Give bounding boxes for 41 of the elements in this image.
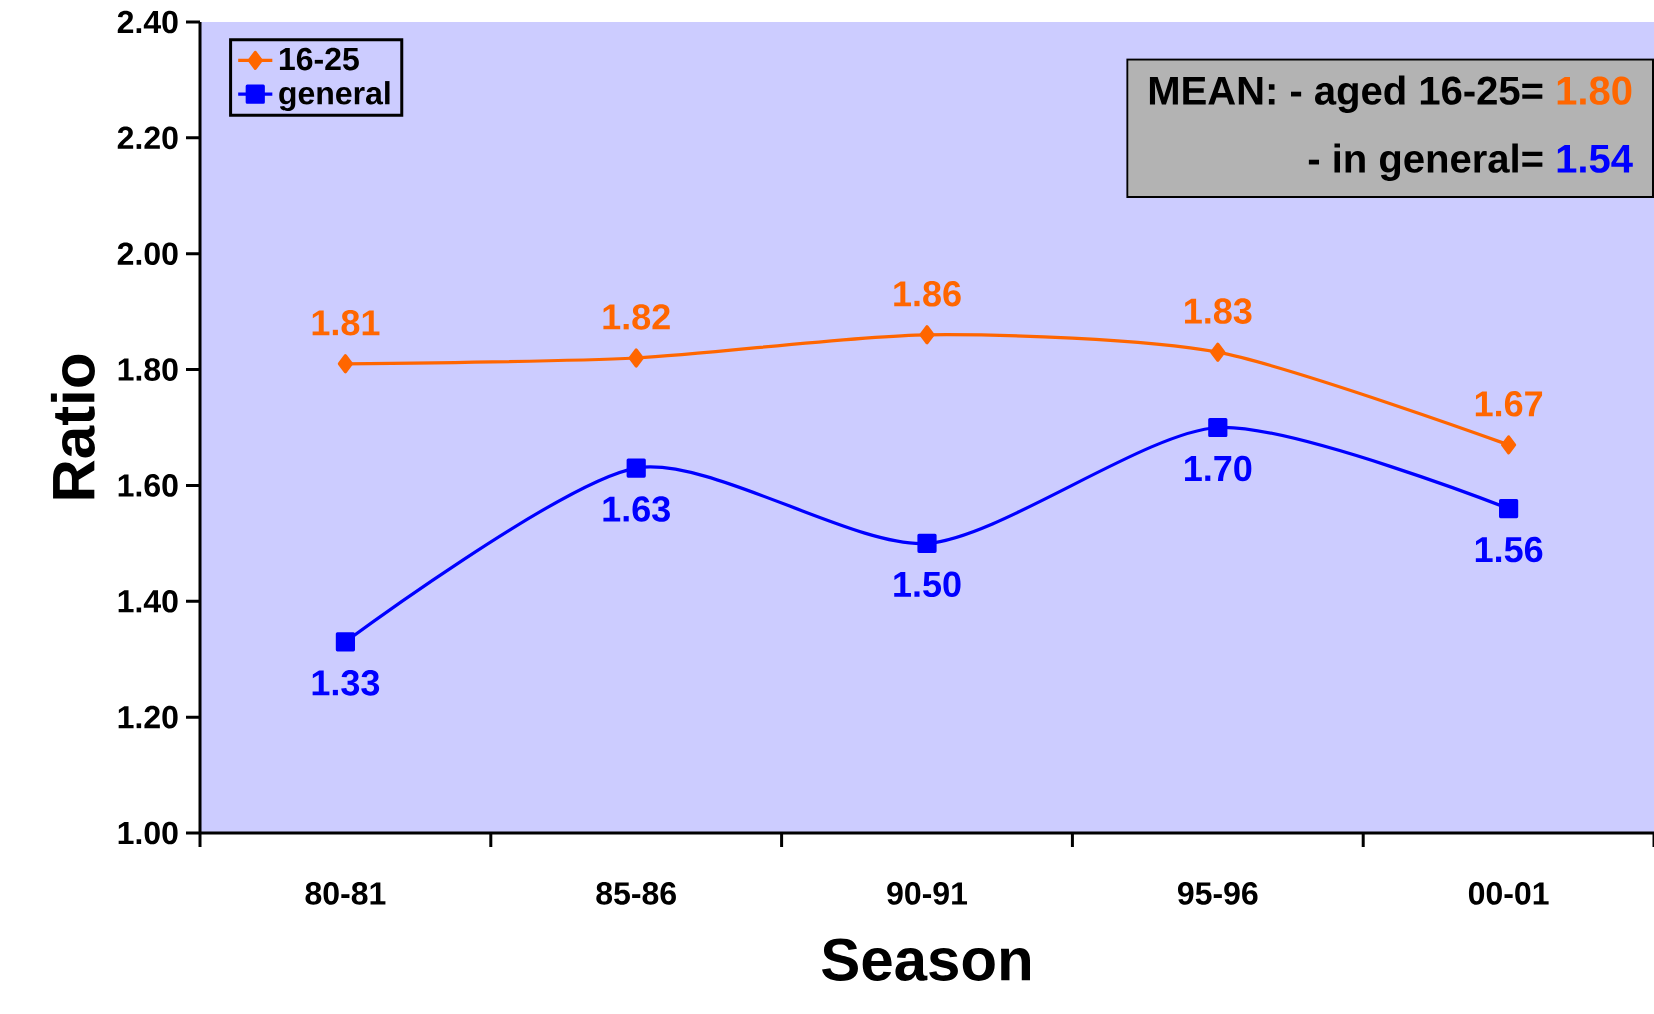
- y-tick-label: 1.20: [118, 705, 178, 729]
- legend-label: 16-25: [279, 47, 359, 71]
- data-label: 1.67: [1475, 391, 1543, 417]
- y-tick-label: 1.80: [118, 358, 178, 381]
- annotation: - in general=: [1308, 143, 1543, 181]
- x-tick-label: 85-86: [596, 882, 676, 905]
- point: [337, 354, 353, 374]
- x-tick-label: 00-01: [1468, 882, 1549, 905]
- point: [1208, 417, 1228, 438]
- x-tick-label: 80-81: [305, 882, 386, 905]
- data-label: 1.86: [894, 281, 961, 307]
- point: [919, 325, 935, 345]
- y-axis-title: Ratio: [50, 354, 95, 499]
- point: [626, 458, 646, 478]
- y-tick-label: 2.00: [117, 242, 178, 266]
- y-tick-label: 2.40: [117, 10, 178, 34]
- point: [1499, 499, 1519, 519]
- point: [917, 533, 937, 553]
- point: [1210, 342, 1226, 362]
- data-label: 1.70: [1185, 455, 1252, 482]
- data-label: 1.81: [312, 310, 380, 336]
- data-label: 1.33: [312, 670, 380, 696]
- y-tick-label: 2.20: [117, 126, 178, 150]
- y-tick-label: 1.60: [118, 474, 178, 497]
- point: [335, 632, 356, 652]
- annotation: MEAN: - aged 16-25=: [1149, 75, 1543, 113]
- data-label: 1.82: [603, 304, 670, 330]
- y-tick-label: 1.00: [118, 821, 178, 845]
- legend-label: general: [279, 81, 390, 112]
- data-label: 1.50: [894, 571, 961, 598]
- x-axis-title: Season: [822, 938, 1030, 981]
- x-tick-label: 95-96: [1177, 882, 1258, 905]
- data-label: 1.63: [603, 496, 670, 522]
- annotation: 1.80: [1557, 76, 1632, 105]
- annotation: 1.54: [1557, 144, 1633, 173]
- y-tick-label: 1.40: [118, 589, 178, 613]
- data-label: 1.83: [1185, 298, 1252, 324]
- point: [628, 348, 644, 368]
- data-label: 1.56: [1475, 536, 1543, 563]
- x-tick-label: 90-91: [887, 882, 968, 905]
- point: [1501, 435, 1517, 455]
